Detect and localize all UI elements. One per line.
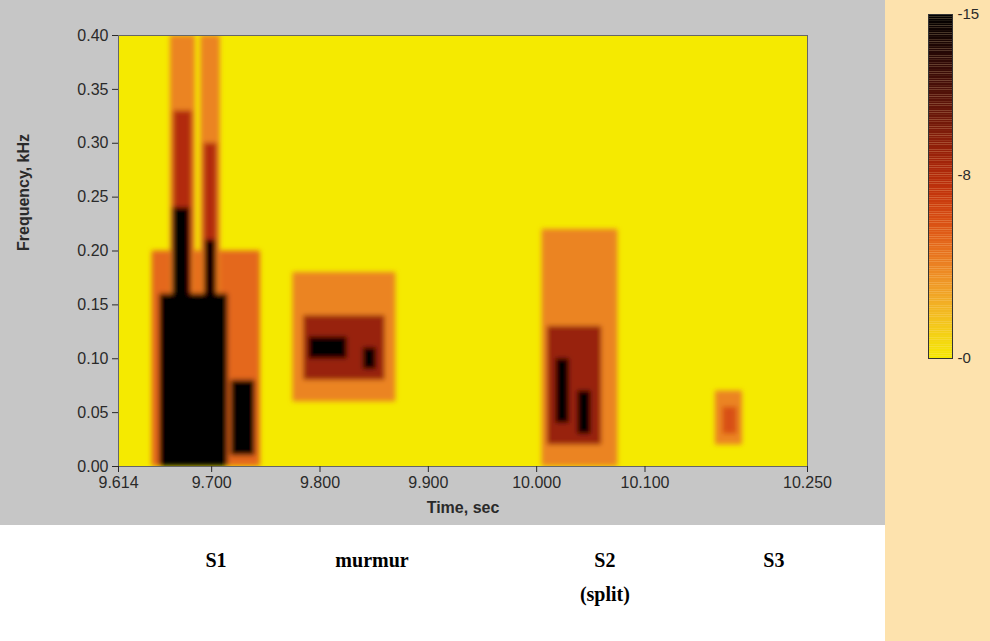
svg-text:0.10: 0.10 bbox=[77, 350, 108, 367]
svg-text:0.05: 0.05 bbox=[77, 404, 108, 421]
svg-text:0.25: 0.25 bbox=[77, 188, 108, 205]
svg-text:-0: -0 bbox=[958, 349, 971, 366]
svg-text:0.35: 0.35 bbox=[77, 80, 108, 97]
svg-text:0.20: 0.20 bbox=[77, 242, 108, 259]
svg-text:9.900: 9.900 bbox=[408, 474, 448, 491]
svg-text:9.614: 9.614 bbox=[98, 474, 138, 491]
svg-text:10.100: 10.100 bbox=[621, 474, 670, 491]
svg-text:-15: -15 bbox=[958, 5, 980, 22]
svg-text:S1: S1 bbox=[205, 549, 226, 571]
svg-text:S2(split): S2(split) bbox=[580, 549, 630, 606]
svg-text:0.15: 0.15 bbox=[77, 296, 108, 313]
svg-text:S3: S3 bbox=[763, 549, 784, 571]
svg-text:10.250: 10.250 bbox=[783, 474, 832, 491]
svg-text:9.700: 9.700 bbox=[192, 474, 232, 491]
svg-text:0.40: 0.40 bbox=[77, 27, 108, 44]
svg-text:-8: -8 bbox=[958, 166, 971, 183]
svg-text:0.00: 0.00 bbox=[77, 458, 108, 475]
svg-text:10.000: 10.000 bbox=[512, 474, 561, 491]
svg-text:murmur: murmur bbox=[335, 549, 408, 571]
svg-text:Time, sec: Time, sec bbox=[427, 499, 500, 516]
svg-text:0.30: 0.30 bbox=[77, 134, 108, 151]
svg-text:9.800: 9.800 bbox=[300, 474, 340, 491]
svg-text:Frequency, kHz: Frequency, kHz bbox=[15, 134, 32, 251]
